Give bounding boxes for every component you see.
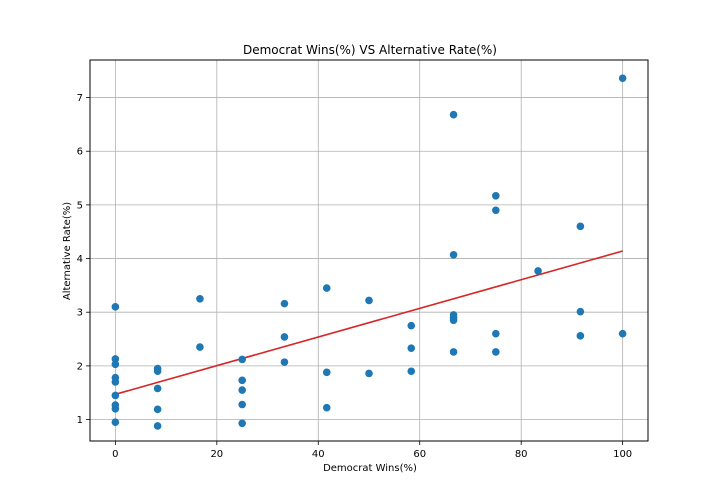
data-point [322,284,331,292]
data-point [407,321,416,330]
chart-title: Democrat Wins(%) VS Alternative Rate(%) [243,43,497,57]
plot-frame [89,59,649,442]
data-point [407,367,416,376]
data-point [280,333,289,341]
data-point [365,296,373,305]
data-point [492,348,500,356]
points-layer [111,74,627,430]
data-point [196,294,204,303]
data-point [534,267,542,275]
y-tick-label: 7 [77,93,83,104]
data-point [280,299,289,308]
data-point [111,405,120,413]
data-point [238,386,246,394]
data-point [492,191,500,200]
data-point [153,367,162,376]
y-tick-label: 6 [77,147,83,158]
data-point [111,378,120,386]
data-point [618,329,627,338]
y-tick-label: 2 [77,361,83,372]
data-point [111,303,120,311]
x-tick-label: 20 [210,449,223,460]
y-tick-label: 1 [77,415,83,426]
data-point [618,74,627,83]
data-point [238,355,246,364]
data-point [153,422,162,430]
data-point [111,391,120,400]
y-tick-label: 4 [77,254,83,265]
y-axis-title: Alternative Rate(%) [62,202,73,300]
fit-line-layer [115,250,623,396]
data-point [407,344,416,352]
data-point [196,343,204,351]
data-point [492,329,500,338]
data-point [322,368,331,377]
data-point [322,403,331,412]
x-tick-label: 80 [515,449,528,460]
y-tick-label: 3 [77,308,83,319]
x-tick-label: 60 [413,449,426,460]
x-tick-label: 40 [312,449,325,460]
axis-ticks: 0 20 40 60 80 100 1 2 3 4 5 6 7 [77,93,633,460]
data-point [365,369,373,378]
data-point [153,384,162,393]
grid [90,60,648,441]
data-point [576,307,585,316]
data-point [449,250,458,259]
data-point [111,418,120,427]
data-point [576,332,585,340]
data-point [238,400,246,409]
y-tick-label: 5 [77,200,83,211]
regression-line [115,250,623,396]
data-point [492,206,500,215]
data-point [238,419,246,428]
data-point [280,358,289,366]
x-tick-label: 0 [112,449,118,460]
data-point [449,316,458,325]
data-point [576,222,585,231]
data-point [238,376,246,385]
data-point [153,405,162,414]
data-point [449,348,458,356]
x-axis-title: Democrat Wins(%) [323,463,417,474]
data-point [449,110,458,119]
x-tick-label: 100 [613,449,632,460]
data-point [111,360,120,369]
data-point [111,355,120,363]
